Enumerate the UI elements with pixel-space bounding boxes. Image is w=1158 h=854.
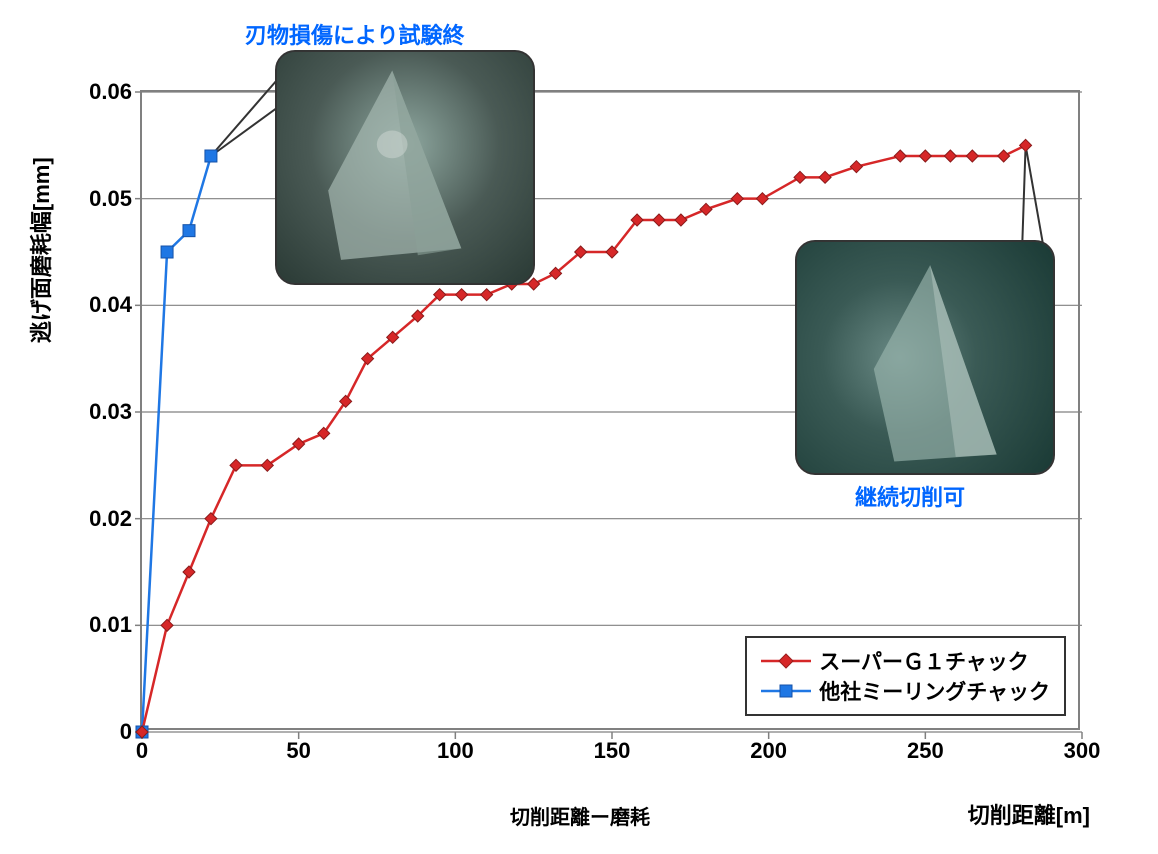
legend-marker-blue [761,681,811,701]
callout-label-continue: 継続切削可 [855,480,965,512]
xtick-label: 100 [437,738,474,764]
ytick-label: 0.02 [89,506,132,532]
x-axis-label-center: 切削距離ー磨耗 [510,801,650,830]
legend: スーパーＧ１チャック 他社ミーリングチャック [745,636,1066,716]
ytick-label: 0 [120,719,132,745]
xtick-label: 150 [594,738,631,764]
chart-container: 逃げ面磨耗幅[mm] 00.010.020.030.040.050.06 050… [50,20,1110,820]
xtick-label: 200 [750,738,787,764]
callout-image-continue [795,240,1055,475]
legend-item-red: スーパーＧ１チャック [761,646,1050,676]
legend-label-blue: 他社ミーリングチャック [819,676,1050,706]
xtick-label: 250 [907,738,944,764]
legend-item-blue: 他社ミーリングチャック [761,676,1050,706]
ytick-label: 0.06 [89,79,132,105]
xtick-label: 300 [1064,738,1101,764]
ytick-label: 0.04 [89,292,132,318]
y-axis-label: 逃げ面磨耗幅[mm] [24,157,56,343]
callout-label-damage: 刃物損傷により試験終 [245,18,465,50]
legend-marker-red [761,651,811,671]
x-axis-label-right: 切削距離[m] [968,798,1090,830]
xtick-label: 50 [286,738,310,764]
ytick-label: 0.01 [89,612,132,638]
ytick-label: 0.03 [89,399,132,425]
xtick-label: 0 [136,738,148,764]
callout-image-damage [275,50,535,285]
legend-label-red: スーパーＧ１チャック [819,646,1029,676]
ytick-label: 0.05 [89,186,132,212]
